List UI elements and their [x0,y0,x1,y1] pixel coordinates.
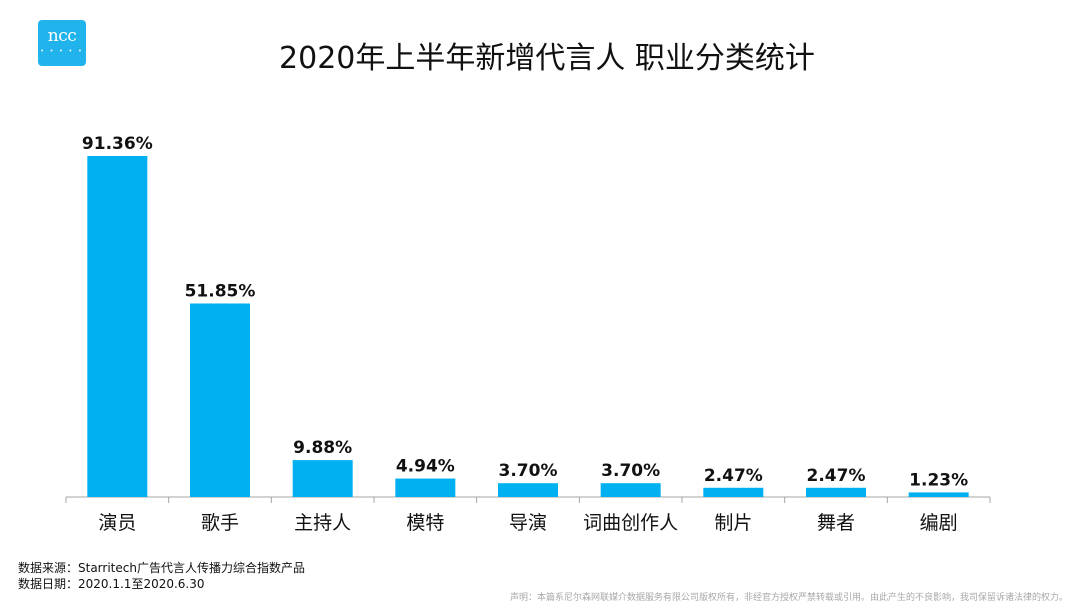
category-label: 词曲创作人 [583,512,678,534]
category-label: 模特 [406,512,444,534]
category-label: 歌手 [201,512,239,534]
bar [600,483,661,497]
bar [908,492,969,497]
category-label: 制片 [714,512,752,534]
data-source-note: 数据来源：Starritech广告代言人传播力综合指数产品 数据日期：2020.… [18,560,305,592]
category-label: 演员 [98,512,136,534]
logo-text: ncc [47,26,77,46]
bar [190,303,250,497]
data-label: 3.70% [499,461,558,481]
category-label: 舞者 [817,512,855,534]
data-label: 4.94% [396,457,455,477]
category-label: 编剧 [920,512,958,534]
source-line: 数据来源：Starritech广告代言人传播力综合指数产品 [18,561,305,575]
data-label: 2.47% [704,466,763,486]
bar [292,460,353,497]
data-label: 1.23% [909,470,968,490]
bar [806,487,866,497]
data-label: 2.47% [807,466,866,486]
category-label: 导演 [509,512,547,534]
bar [87,156,148,497]
bar [703,487,764,497]
data-label: 9.88% [293,438,352,458]
logo-dots: • • • • • [40,48,84,55]
category-label: 主持人 [294,512,351,534]
bar [498,483,558,497]
date-line: 数据日期：2020.1.1至2020.6.30 [18,577,205,591]
chart-title: 2020年上半年新增代言人 职业分类统计 [279,41,815,76]
copyright-disclaimer: 声明：本篇系尼尔森网联媒介数据服务有限公司版权所有，非经官方授权严禁转载或引用。… [509,593,1068,603]
data-label: 91.36% [82,134,153,154]
ncc-logo: ncc • • • • • [38,20,86,66]
data-label: 51.85% [185,281,256,301]
bar [395,478,456,497]
data-label: 3.70% [601,461,660,481]
